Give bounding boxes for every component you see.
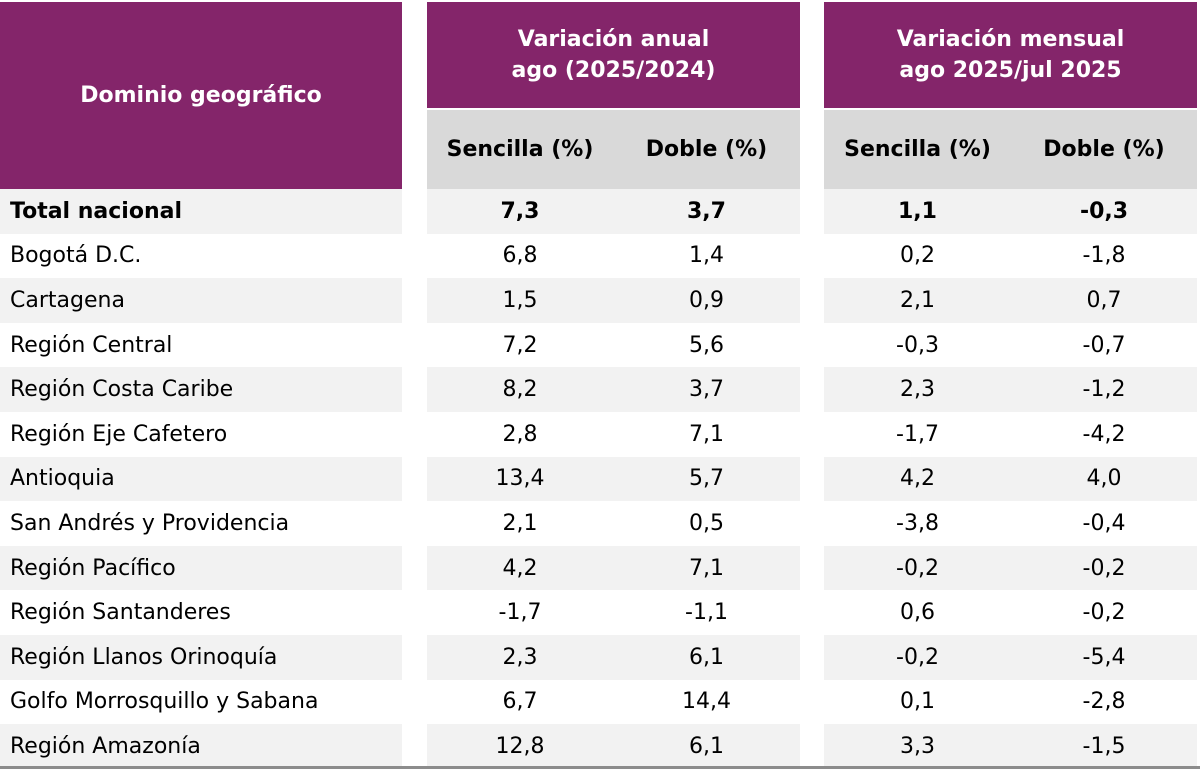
cell-annual-sencilla: 7,2 — [502, 332, 538, 358]
cell-monthly-sencilla: -3,8 — [896, 510, 939, 536]
cell-monthly-doble: -4,2 — [1082, 421, 1126, 447]
cell-annual-doble: 3,7 — [613, 367, 800, 412]
cell-annual-sencilla: 2,3 — [427, 634, 613, 680]
cell-annual-doble: 7,1 — [613, 545, 800, 591]
cell-annual-sencilla: 4,2 — [427, 545, 613, 591]
cell-annual-doble: -1,1 — [685, 600, 728, 626]
cell-annual-doble: 5,6 — [689, 332, 724, 358]
row-label: Antioquia — [0, 456, 402, 502]
cell-monthly-sencilla: 2,1 — [824, 278, 1011, 323]
row-label: Región Pacífico — [0, 545, 402, 591]
row-label: Región Llanos Orinoquía — [0, 634, 402, 680]
cell-annual-sencilla: 2,1 — [502, 510, 538, 536]
table-bottom-border — [0, 766, 1200, 769]
header-monthly-doble: Doble (%) — [1011, 110, 1197, 189]
cell-annual-sencilla: 2,8 — [502, 421, 538, 447]
cell-annual-doble: 6,1 — [613, 634, 800, 680]
row-label: Región Amazonía — [0, 724, 402, 769]
cell-monthly-doble: 0,7 — [1011, 278, 1197, 323]
cell-monthly-sencilla: -0,2 — [824, 545, 1011, 591]
cell-monthly-sencilla: 0,6 — [900, 600, 935, 626]
row-label: Cartagena — [0, 278, 402, 323]
cell-annual-sencilla: -1,7 — [498, 600, 542, 626]
cell-annual-sencilla: 7,3 — [427, 189, 613, 234]
header-domain: Dominio geográfico — [0, 2, 402, 189]
row-label: San Andrés y Providencia — [10, 510, 290, 536]
cell-annual-doble: 7,1 — [689, 421, 724, 447]
cell-monthly-sencilla: 2,3 — [824, 367, 1011, 412]
cell-monthly-sencilla: 1,1 — [824, 189, 1011, 234]
cell-annual-doble: 0,5 — [689, 510, 724, 536]
cell-annual-sencilla: 1,5 — [427, 278, 613, 323]
row-label: Región Central — [10, 332, 173, 358]
cell-annual-doble: 5,7 — [613, 456, 800, 502]
cell-monthly-doble: -0,7 — [1082, 332, 1126, 358]
cell-annual-sencilla: 6,8 — [502, 243, 538, 269]
header-monthly-sencilla: Sencilla (%) — [824, 110, 1011, 189]
cell-monthly-sencilla: 0,2 — [900, 243, 935, 269]
row-label: Región Santanderes — [10, 600, 231, 626]
row-label: Golfo Morrosquillo y Sabana — [10, 689, 319, 715]
cell-monthly-sencilla: -0,2 — [824, 634, 1011, 680]
cell-monthly-sencilla: 3,3 — [824, 724, 1011, 769]
header-annual-sencilla: Sencilla (%) — [427, 110, 613, 189]
cell-monthly-doble: -5,4 — [1011, 634, 1197, 680]
cell-monthly-doble: -0,2 — [1011, 545, 1197, 591]
cell-monthly-sencilla: 4,2 — [824, 456, 1011, 502]
cell-monthly-doble: 4,0 — [1011, 456, 1197, 502]
row-label: Total nacional — [0, 189, 402, 234]
cell-annual-doble: 1,4 — [689, 243, 724, 269]
cell-monthly-doble: -1,5 — [1011, 724, 1197, 769]
cell-annual-sencilla: 13,4 — [427, 456, 613, 502]
cell-annual-doble: 6,1 — [613, 724, 800, 769]
row-label: Región Eje Cafetero — [10, 421, 228, 447]
cell-monthly-doble: -0,4 — [1082, 510, 1126, 536]
row-label: Bogotá D.C. — [10, 243, 142, 269]
cell-annual-doble: 3,7 — [613, 189, 800, 234]
cell-annual-sencilla: 12,8 — [427, 724, 613, 769]
cell-monthly-doble: -1,8 — [1082, 243, 1126, 269]
cell-annual-doble: 14,4 — [682, 689, 731, 715]
cell-monthly-doble: -0,3 — [1011, 189, 1197, 234]
header-annual-doble: Doble (%) — [613, 110, 800, 189]
cell-monthly-sencilla: -0,3 — [896, 332, 939, 358]
cell-annual-sencilla: 6,7 — [502, 689, 538, 715]
cell-monthly-doble: -2,8 — [1082, 689, 1126, 715]
cell-annual-doble: 0,9 — [613, 278, 800, 323]
cell-monthly-sencilla: 0,1 — [900, 689, 935, 715]
cell-monthly-doble: -1,2 — [1011, 367, 1197, 412]
header-monthly-variation: Variación mensual ago 2025/jul 2025 — [824, 2, 1197, 108]
header-annual-variation: Variación anual ago (2025/2024) — [427, 2, 800, 108]
cell-annual-sencilla: 8,2 — [427, 367, 613, 412]
cell-monthly-sencilla: -1,7 — [896, 421, 939, 447]
cell-monthly-doble: -0,2 — [1082, 600, 1126, 626]
row-label: Región Costa Caribe — [0, 367, 402, 412]
